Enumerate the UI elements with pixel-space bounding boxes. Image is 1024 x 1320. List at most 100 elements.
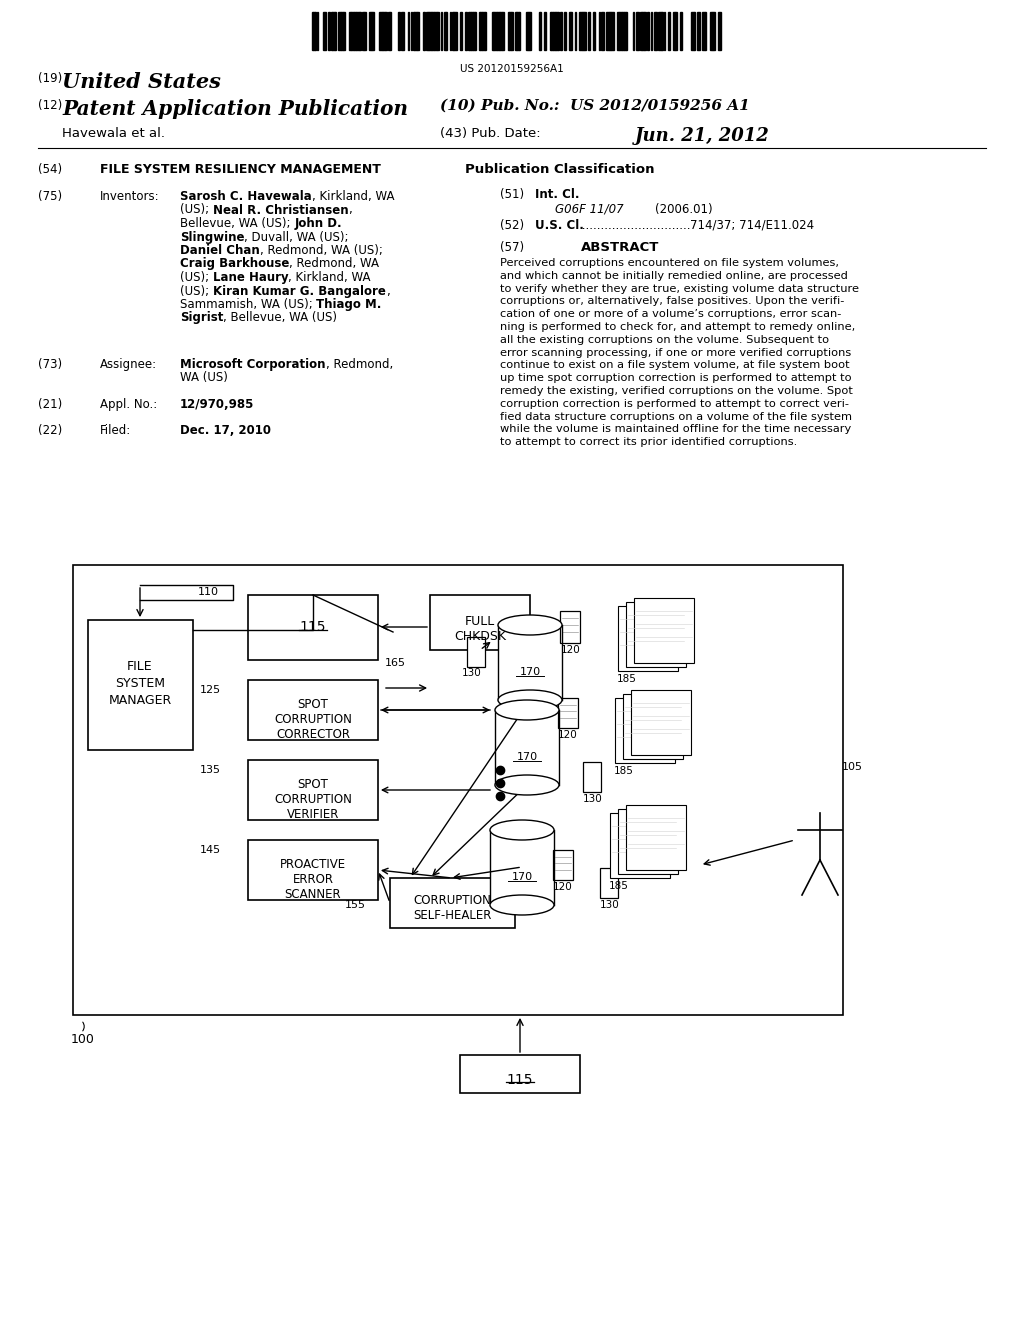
- Text: Dec. 17, 2010: Dec. 17, 2010: [180, 424, 271, 437]
- Text: U.S. Cl.: U.S. Cl.: [535, 219, 584, 232]
- Bar: [444, 12, 446, 50]
- Bar: [73, 565, 843, 1015]
- Bar: [624, 12, 626, 50]
- Bar: [248, 840, 378, 900]
- Bar: [618, 606, 678, 671]
- Bar: [414, 12, 417, 50]
- Text: CORRUPTION
SELF-HEALER: CORRUPTION SELF-HEALER: [413, 894, 492, 921]
- Bar: [469, 12, 471, 50]
- Text: Perceived corruptions encountered on file system volumes,: Perceived corruptions encountered on fil…: [500, 257, 839, 268]
- Text: (12): (12): [38, 99, 62, 112]
- Text: up time spot corruption correction is performed to attempt to: up time spot corruption correction is pe…: [500, 374, 852, 383]
- Text: 180: 180: [625, 858, 645, 869]
- Bar: [88, 620, 193, 750]
- Bar: [553, 850, 573, 880]
- Text: Sarosh C. Havewala: Sarosh C. Havewala: [180, 190, 311, 203]
- Bar: [338, 12, 341, 50]
- Bar: [434, 12, 437, 50]
- Bar: [626, 602, 686, 667]
- Bar: [697, 12, 700, 50]
- Text: error scanning processing, if one or more verified corruptions: error scanning processing, if one or mor…: [500, 347, 851, 358]
- Text: Craig Barkhouse: Craig Barkhouse: [180, 257, 290, 271]
- Bar: [482, 12, 485, 50]
- Ellipse shape: [809, 754, 831, 785]
- Text: 190: 190: [647, 726, 667, 737]
- Text: WA (US): WA (US): [180, 371, 228, 384]
- Bar: [351, 12, 354, 50]
- Bar: [583, 762, 601, 792]
- Text: 170: 170: [516, 752, 538, 762]
- Bar: [343, 12, 345, 50]
- Bar: [560, 12, 562, 50]
- Text: 185: 185: [617, 675, 637, 684]
- Text: 130: 130: [583, 795, 603, 804]
- Bar: [480, 12, 482, 50]
- Bar: [631, 690, 691, 755]
- Text: G06F 11/07: G06F 11/07: [555, 203, 624, 216]
- Bar: [372, 12, 374, 50]
- Text: (US);: (US);: [180, 203, 213, 216]
- Text: while the volume is maintained offline for the time necessary: while the volume is maintained offline f…: [500, 425, 851, 434]
- Text: FILE SYSTEM RESILIENCY MANAGEMENT: FILE SYSTEM RESILIENCY MANAGEMENT: [100, 162, 381, 176]
- Text: 185: 185: [609, 880, 629, 891]
- Bar: [460, 12, 462, 50]
- Text: (51): (51): [500, 187, 524, 201]
- Bar: [437, 12, 439, 50]
- Text: 190: 190: [642, 841, 662, 851]
- Bar: [558, 698, 578, 729]
- Bar: [564, 12, 566, 50]
- Ellipse shape: [490, 820, 554, 840]
- Bar: [517, 12, 519, 50]
- Text: , Duvall, WA (US);: , Duvall, WA (US);: [245, 231, 349, 243]
- Text: 125: 125: [200, 685, 221, 696]
- Text: cation of one or more of a volume’s corruptions, error scan-: cation of one or more of a volume’s corr…: [500, 309, 842, 319]
- Text: ,: ,: [386, 285, 389, 297]
- Bar: [328, 12, 330, 50]
- Bar: [673, 12, 675, 50]
- Text: 165: 165: [385, 657, 406, 668]
- Text: 12/970,985: 12/970,985: [180, 399, 254, 411]
- Ellipse shape: [498, 615, 562, 635]
- Text: (73): (73): [38, 358, 62, 371]
- Text: Slingwine: Slingwine: [180, 231, 245, 243]
- Text: corruption correction is performed to attempt to correct veri-: corruption correction is performed to at…: [500, 399, 849, 409]
- Text: SPOT
CORRUPTION
CORRECTOR: SPOT CORRUPTION CORRECTOR: [274, 698, 352, 741]
- Text: 120: 120: [553, 882, 572, 892]
- Bar: [556, 12, 558, 50]
- Bar: [615, 698, 675, 763]
- Text: Lane Haury: Lane Haury: [213, 271, 289, 284]
- Bar: [313, 12, 315, 50]
- Bar: [248, 595, 378, 660]
- Bar: [713, 12, 715, 50]
- Text: , Kirkland, WA: , Kirkland, WA: [311, 190, 394, 203]
- Text: FILE
SYSTEM
MANAGER: FILE SYSTEM MANAGER: [109, 660, 172, 708]
- Text: .............................: .............................: [578, 219, 690, 232]
- Bar: [390, 878, 515, 928]
- Text: United States: United States: [62, 73, 221, 92]
- Text: Jun. 21, 2012: Jun. 21, 2012: [635, 127, 770, 145]
- Text: (US);: (US);: [180, 285, 213, 297]
- Bar: [680, 12, 682, 50]
- Text: , Redmond, WA (US);: , Redmond, WA (US);: [260, 244, 383, 257]
- Text: 145: 145: [200, 845, 221, 855]
- Text: Sammamish, WA (US);: Sammamish, WA (US);: [180, 298, 316, 312]
- Text: Neal R. Christiansen: Neal R. Christiansen: [213, 203, 348, 216]
- Text: ning is performed to check for, and attempt to remedy online,: ning is performed to check for, and atte…: [500, 322, 855, 333]
- Text: 195: 195: [670, 693, 690, 704]
- Text: 135: 135: [200, 766, 221, 775]
- Bar: [383, 12, 385, 50]
- Text: 120: 120: [558, 730, 578, 741]
- Text: 195: 195: [673, 601, 693, 611]
- Text: Appl. No.:: Appl. No.:: [100, 399, 158, 411]
- Bar: [710, 12, 712, 50]
- Text: 155: 155: [345, 900, 366, 909]
- Bar: [622, 12, 624, 50]
- Bar: [544, 12, 546, 50]
- Bar: [617, 12, 618, 50]
- Text: (54): (54): [38, 162, 62, 176]
- Text: (21): (21): [38, 399, 62, 411]
- Ellipse shape: [495, 775, 559, 795]
- Text: (22): (22): [38, 424, 62, 437]
- Bar: [610, 813, 670, 878]
- Bar: [323, 12, 326, 50]
